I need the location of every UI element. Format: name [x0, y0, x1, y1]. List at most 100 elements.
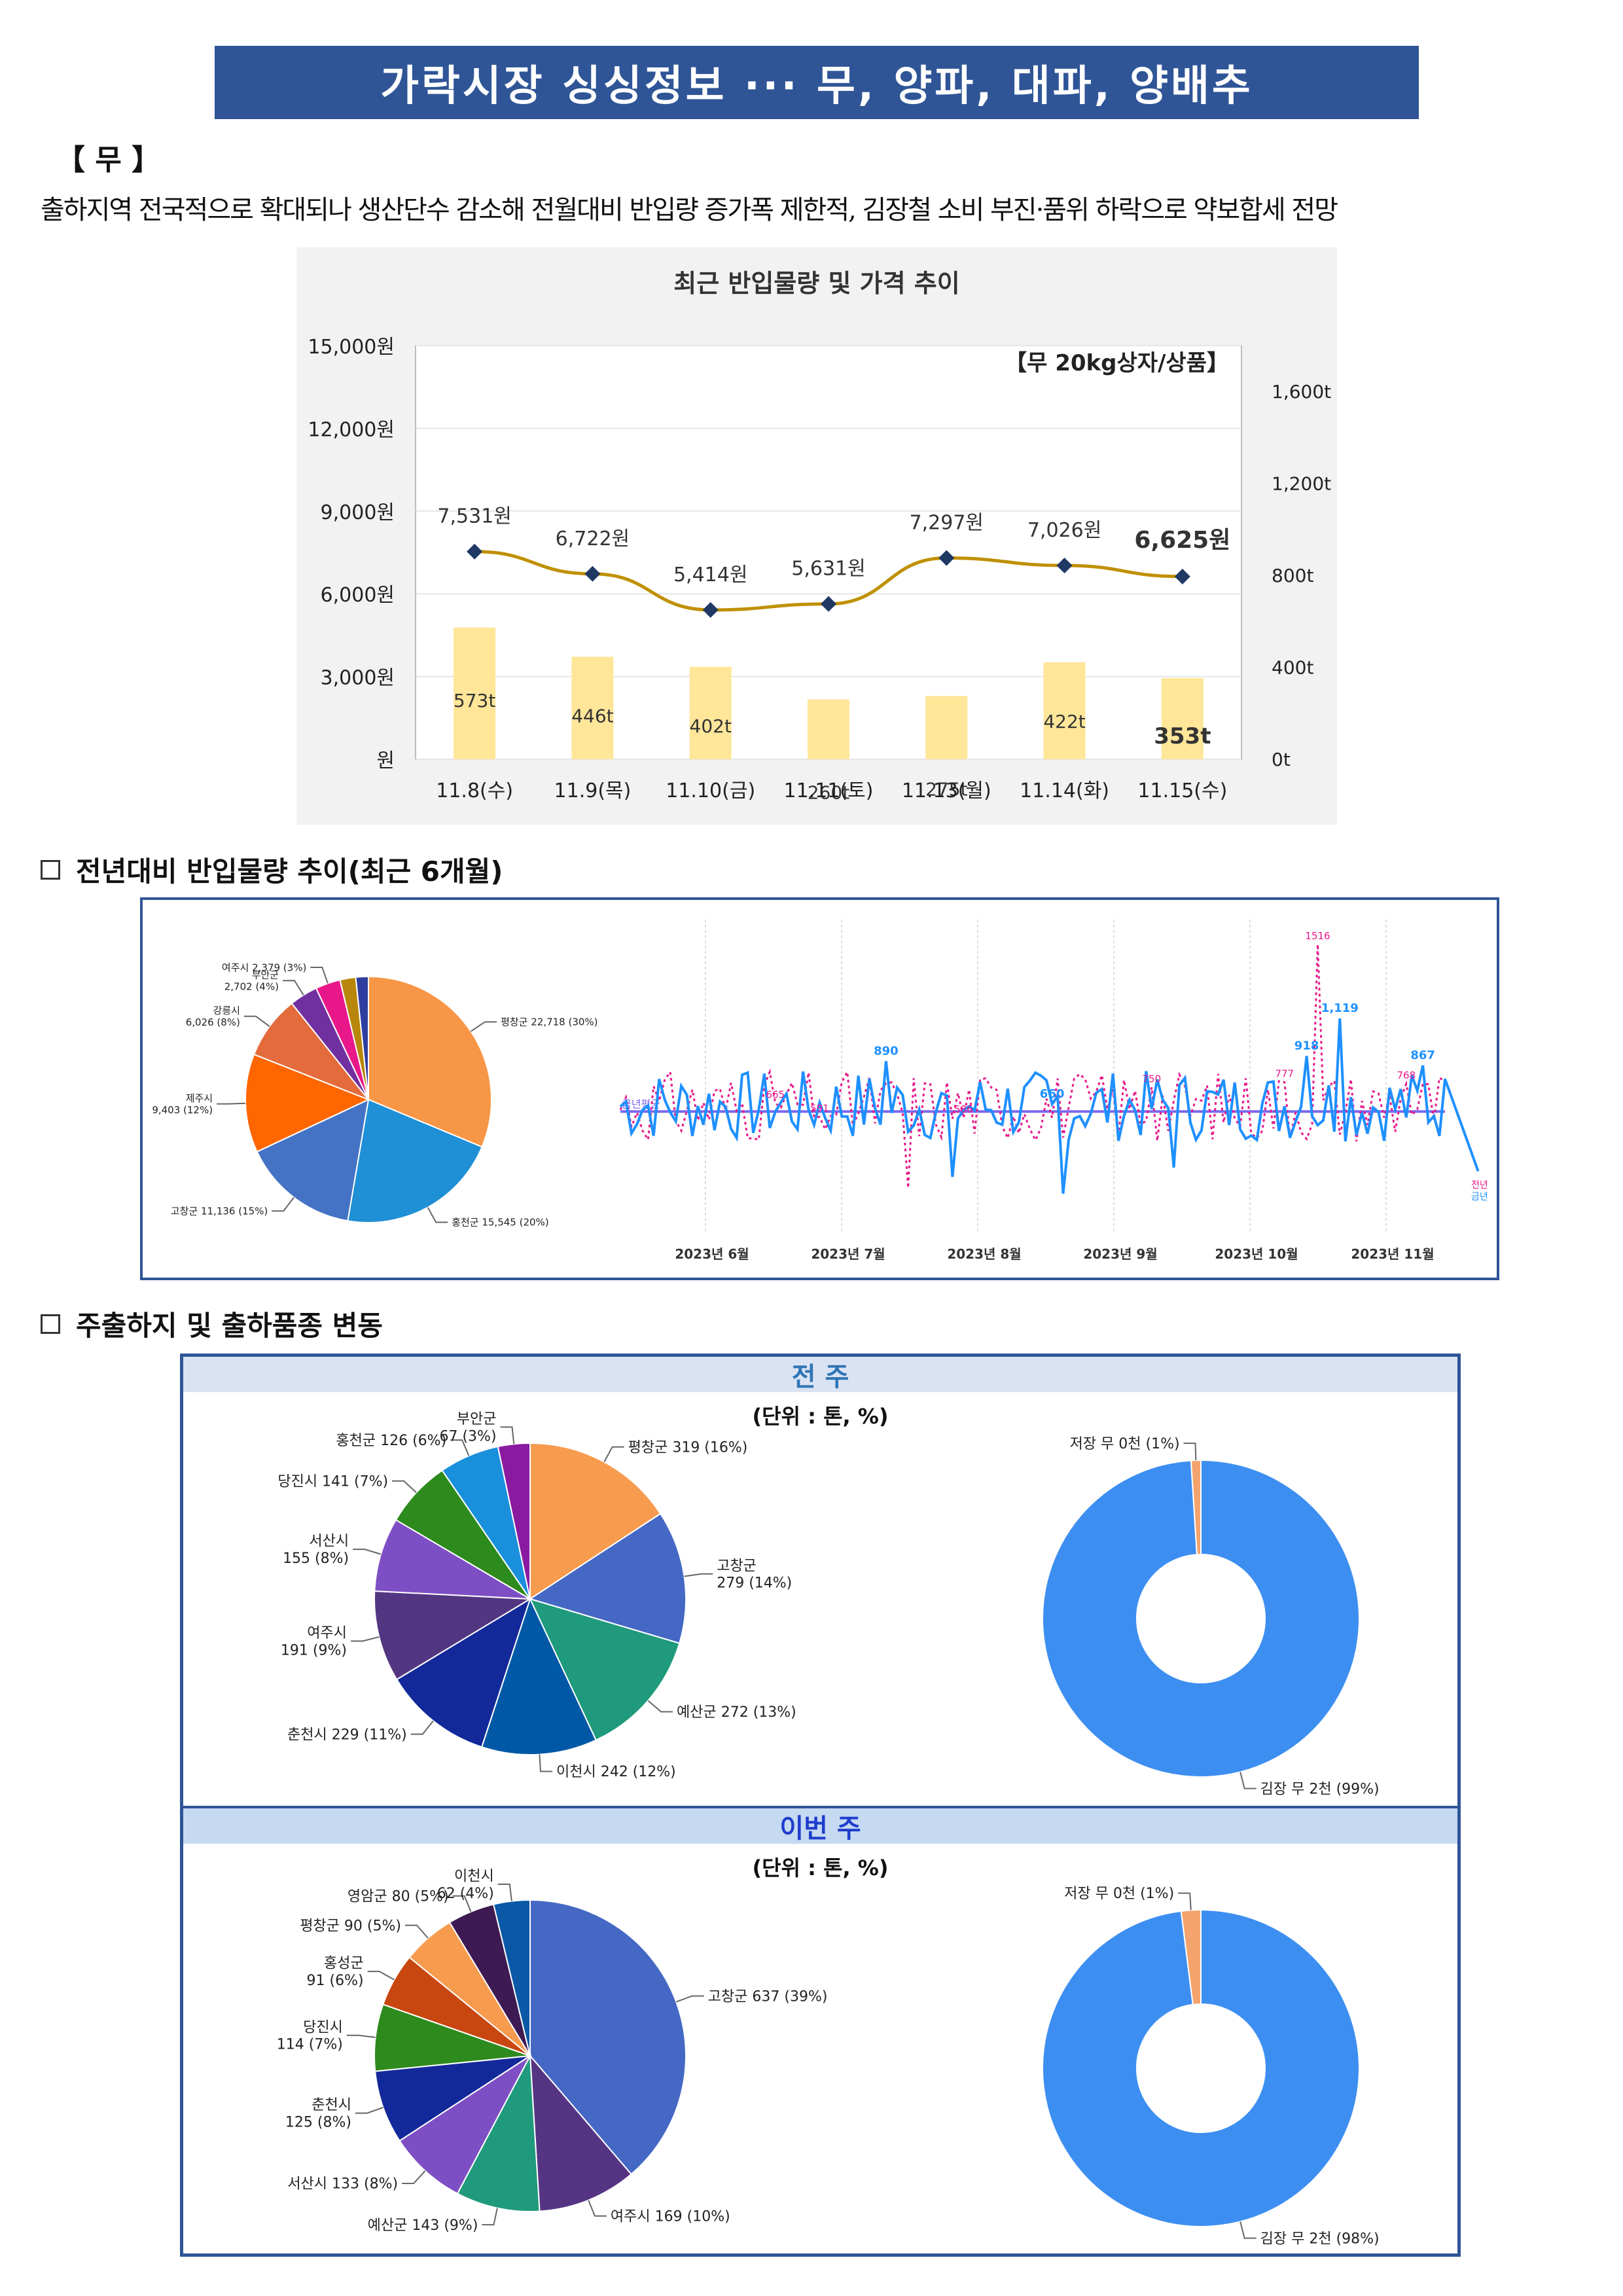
slice-label: 191 (9%)	[281, 1642, 347, 1659]
left-tick-label: 15,000원	[308, 336, 395, 359]
slice-label: 춘천시 229 (11%)	[287, 1727, 407, 1743]
leader-line	[675, 1995, 704, 2003]
price-marker	[584, 565, 601, 582]
subheading-volume-trend: 전년대비 반입물량 추이(최근 6개월)	[41, 850, 503, 889]
slice-label: 이천시	[454, 1868, 494, 1884]
origin-slice	[492, 1899, 531, 2056]
price-label: 7,026원	[1027, 519, 1101, 542]
left-tick-label: 3,000원	[321, 667, 395, 690]
leader-line	[410, 1720, 434, 1735]
origin-change-panel: 전 주 (단위 : 톤, %) 이번 주 (단위 : 톤, %) 평창군 319…	[180, 1354, 1461, 2257]
slice-label: 67 (3%)	[439, 1428, 496, 1444]
annotation-this-year: 660	[1040, 1087, 1065, 1101]
leader-line	[350, 1636, 380, 1642]
leader-line	[497, 1883, 512, 1901]
slice-label: 당진시 141 (7%)	[277, 1473, 388, 1490]
volume-trend-panel: 평창군 22,718 (30%) 홍천군 15,545 (20%) 고창군 11,1…	[140, 897, 1499, 1280]
slice-label: 김장 무 2천 (99%)	[1260, 1781, 1380, 1797]
slice-label: 영암군 80 (5%)	[348, 1889, 449, 1905]
leader-line	[500, 1426, 515, 1444]
leader-line	[353, 1549, 382, 1555]
month-label: 2023년 9월	[1083, 1246, 1157, 1262]
checkbox-icon	[41, 1314, 60, 1334]
price-label: 6,625원	[1134, 527, 1230, 554]
volume-bar	[689, 666, 732, 759]
leader-line	[272, 1196, 294, 1212]
leader-line	[647, 1700, 673, 1713]
origin-slice	[374, 2003, 531, 2072]
right-tick-label: 1,200t	[1272, 473, 1331, 495]
leader-line	[346, 2034, 376, 2038]
annotation-last-year: 750	[1142, 1073, 1161, 1085]
origin-slice	[480, 1597, 597, 1755]
section-title: 【 무 】	[56, 143, 161, 177]
origin-slice	[374, 1590, 533, 1681]
leader-line	[452, 1895, 472, 1912]
x-tick-label: 11.11(토)	[784, 780, 874, 802]
price-marker	[821, 596, 836, 612]
slice-label: 저장 무 0천 (1%)	[1070, 1436, 1180, 1452]
price-label: 5,631원	[791, 558, 865, 581]
volume-label: 275t	[925, 778, 967, 800]
leader-line	[310, 967, 329, 984]
slice-label: 62 (4%)	[437, 1886, 494, 1902]
volume-label: 446t	[571, 705, 613, 726]
unit-label: (단위 : 톤, %)	[752, 1404, 889, 1429]
slice-label: 125 (8%)	[285, 2115, 351, 2131]
leader-line	[684, 1573, 713, 1577]
pie-slice	[347, 1098, 483, 1223]
x-tick-label: 11.10(금)	[666, 780, 755, 802]
volume-bar	[925, 696, 968, 759]
price-marker	[1174, 568, 1190, 584]
month-label: 2023년 8월	[947, 1246, 1021, 1262]
slice-label: 예산군 272 (13%)	[677, 1704, 796, 1721]
slice-label: 서산시	[309, 1534, 349, 1550]
x-tick-label: 11.8(수)	[436, 780, 513, 802]
slice-label: 홍성군	[324, 1956, 364, 1972]
price-marker	[1056, 557, 1073, 573]
volume-label: 353t	[1154, 723, 1211, 749]
leader-line	[539, 1754, 552, 1772]
slice-label: 당진시	[303, 2019, 343, 2036]
legend-this-year: 금년	[1471, 1192, 1488, 1202]
month-label: 2023년 11월	[1351, 1246, 1434, 1262]
annotation-this-year: 1,119	[1321, 1001, 1359, 1015]
left-tick-label: 원	[376, 749, 395, 772]
left-tick-label: 9,000원	[321, 501, 395, 524]
slice-label: 여주시	[307, 1625, 347, 1641]
leader-line	[355, 2107, 383, 2114]
annotation-last-year: 591	[810, 1103, 829, 1115]
leader-line	[243, 1015, 270, 1028]
slice-label: 6,026 (8%)	[186, 1016, 240, 1028]
slice-label: 저장 무 0천 (1%)	[1064, 1886, 1174, 1902]
page-title: 가락시장 싱싱정보 ··· 무, 양파, 대파, 양배추	[380, 62, 1253, 111]
origin-slice	[529, 1442, 662, 1600]
pie-slice	[355, 975, 369, 1100]
page-title-banner: 가락시장 싱싱정보 ··· 무, 양파, 대파, 양배추	[215, 46, 1419, 119]
variety-slice	[1042, 1459, 1360, 1778]
price-label: 6,722원	[556, 528, 630, 550]
x-tick-label: 11.13(월)	[902, 780, 991, 802]
right-tick-label: 1,600t	[1272, 381, 1331, 403]
slice-label: 고창군 637 (39%)	[708, 1988, 828, 2005]
price-marker	[938, 550, 955, 566]
origin-slice	[399, 2054, 532, 2195]
volume-trend-svg: 평창군 22,718 (30%) 홍천군 15,545 (20%) 고창군 11,1…	[152, 920, 1488, 1262]
x-tick-label: 11.9(목)	[554, 780, 632, 802]
leader-line	[450, 1439, 470, 1456]
summary-text: 출하지역 전국적으로 확대되나 생산단수 감소해 전월대비 반입량 증가폭 제한…	[41, 195, 1338, 225]
slice-label: 평창군 319 (16%)	[628, 1439, 748, 1456]
slice-label: 2,702 (4%)	[224, 981, 279, 993]
annotation-last-year: 665	[766, 1088, 785, 1100]
slice-label: 91 (6%)	[307, 1973, 364, 1989]
origin-slice	[374, 1518, 531, 1600]
left-tick-label: 6,000원	[321, 584, 395, 607]
right-tick-label: 400t	[1272, 657, 1313, 679]
right-tick-label: 0t	[1272, 749, 1291, 770]
origin-slice	[395, 1597, 531, 1748]
leader-line	[588, 2200, 607, 2217]
slice-label: 114 (7%)	[277, 2037, 343, 2053]
annotation-this-year: 890	[874, 1044, 899, 1058]
leader-line	[402, 2170, 426, 2185]
